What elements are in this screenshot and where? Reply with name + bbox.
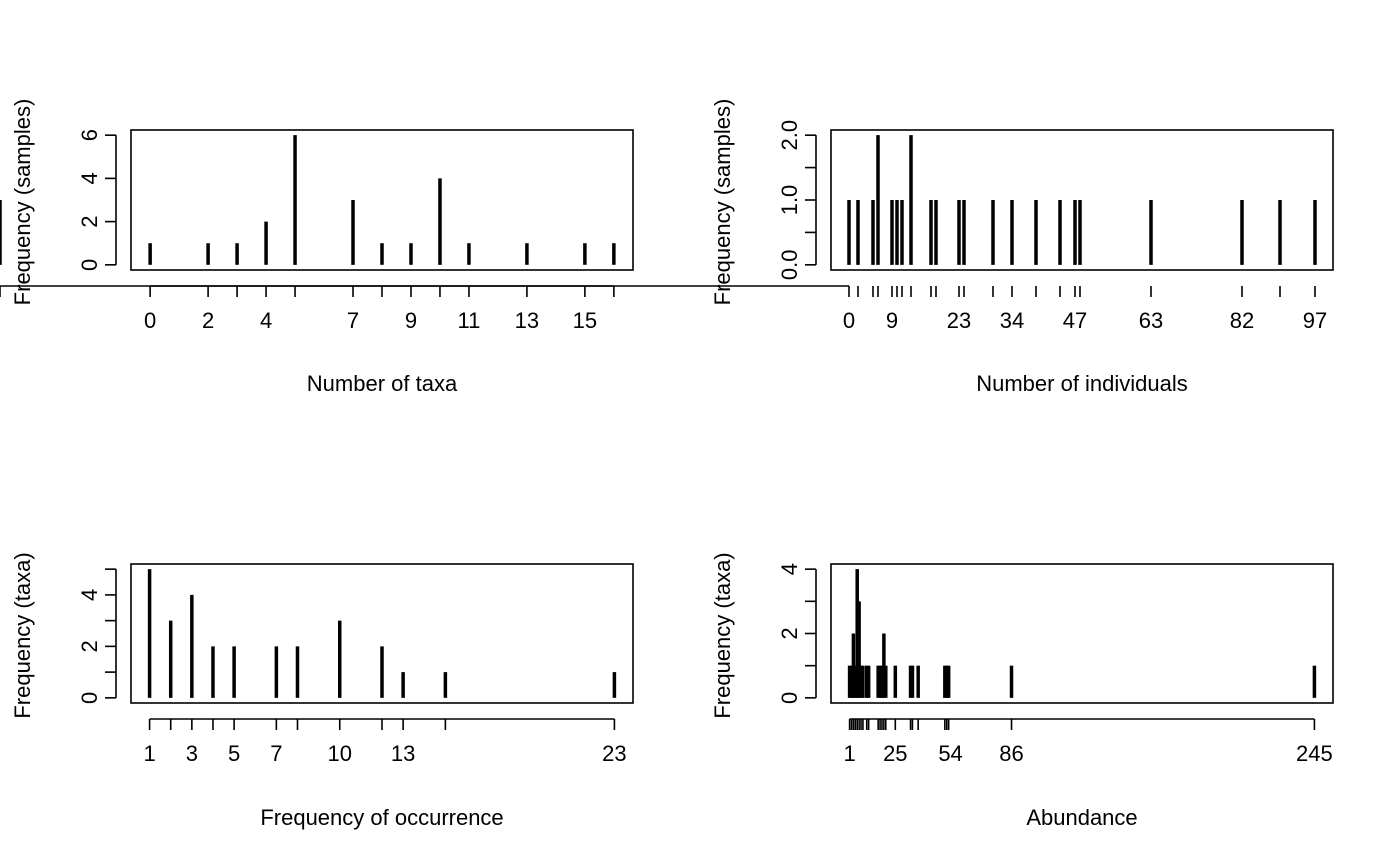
y-tick-label: 2 [77,640,102,652]
y-tick-label: 4 [77,172,102,184]
y-tick-label: 0 [77,692,102,704]
x-tick-label: 11 [458,308,481,333]
x-tick-label: 15 [573,308,597,333]
y-axis-title: Frequency (samples) [710,99,735,306]
x-tick-label: 47 [1063,308,1087,333]
y-tick-label: 0.0 [777,250,802,281]
x-tick-label: 9 [886,308,898,333]
y-tick-label: 4 [77,589,102,601]
panel-top-left: 0 2 4 7 9 11 13 15 0 2 4 6 Number of taxa Frequency (… [10,99,634,396]
x-axis-title: Number of individuals [976,371,1188,396]
x-tick-label: 0 [144,308,156,333]
x-tick-label: 9 [405,308,417,333]
y-axis-title: Frequency (taxa) [10,552,35,718]
x-tick-label: 2 [202,308,214,333]
x-axis-title: Frequency of occurrence [260,805,503,830]
x-tick-label: 7 [347,308,359,333]
y-tick-label: 2.0 [777,120,802,151]
x-tick-label: 25 [883,741,907,766]
y-tick-label: 4 [777,563,802,575]
panel-bottom-right: 1 25 54 86 245 0 2 4 Abundance Frequency (taxa) [710,552,1334,830]
x-tick-label: 1 [143,741,155,766]
x-axis-title: Number of taxa [307,371,458,396]
x-tick-label: 1 [843,741,855,766]
y-tick-label: 2 [77,215,102,227]
x-tick-label: 63 [1139,308,1163,333]
x-tick-label: 10 [328,741,352,766]
x-tick-label: 245 [1296,741,1333,766]
plot-frame [130,563,634,704]
x-tick-label: 7 [270,741,282,766]
y-tick-label: 0 [777,692,802,704]
y-tick-label: 1.0 [777,185,802,216]
x-tick-label: 5 [228,741,240,766]
x-tick-label: 23 [947,308,971,333]
x-tick-label: 82 [1230,308,1254,333]
x-tick-label: 3 [186,741,198,766]
y-axis-title: Frequency (samples) [10,99,35,306]
x-tick-label: 34 [1000,308,1024,333]
x-tick-label: 0 [843,308,855,333]
x-axis-title: Abundance [1026,805,1137,830]
x-tick-label: 54 [938,741,962,766]
plot-frame [830,129,1334,271]
plot-frame [130,129,634,271]
x-tick-label: 4 [260,308,272,333]
x-tick-label: 97 [1303,308,1327,333]
x-tick-label: 86 [999,741,1023,766]
plot-frame [830,563,1334,704]
y-tick-label: 0 [77,259,102,271]
x-tick-label: 13 [515,308,539,333]
x-tick-label: 23 [602,741,626,766]
y-tick-label: 2 [777,627,802,639]
y-tick-label: 6 [77,129,102,141]
x-tick-label: 13 [391,741,415,766]
y-axis-title: Frequency (taxa) [710,552,735,718]
